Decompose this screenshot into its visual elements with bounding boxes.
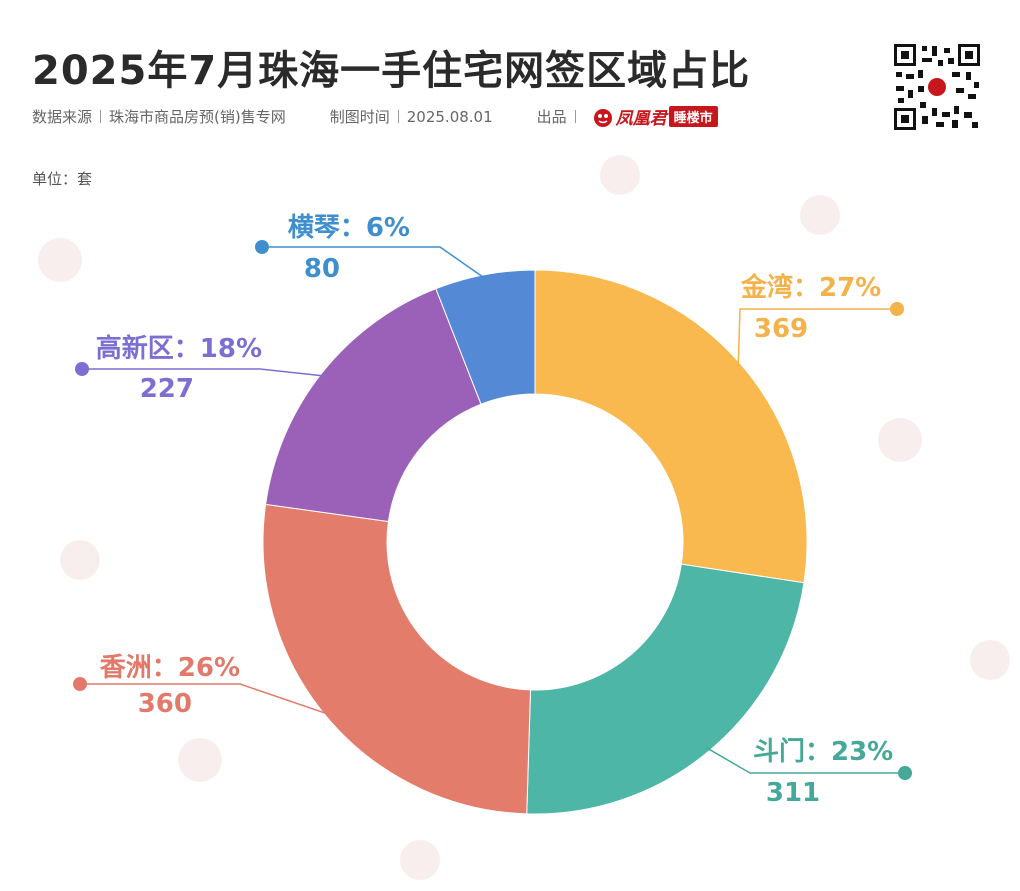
- source-value: 珠海市商品房预(销)售专网: [109, 108, 286, 126]
- unit-label: 单位：套: [32, 170, 93, 188]
- leader-dot-3: [75, 362, 89, 376]
- donut-slice-0: [534, 269, 808, 584]
- meta-divider: [100, 110, 102, 123]
- slice-value-4: 80: [304, 254, 340, 284]
- slice-value-0: 369: [754, 314, 808, 344]
- brand-tag: 睡楼市: [668, 106, 718, 127]
- leader-dot-2: [73, 677, 87, 691]
- slice-label-2: 香洲：26%: [100, 653, 240, 683]
- slice-value-2: 360: [138, 689, 192, 719]
- brand-name: 凤凰君: [615, 109, 667, 129]
- slice-label-0: 金湾：27%: [740, 272, 881, 303]
- donut-slice-4: [435, 269, 536, 405]
- donut-slice-3: [265, 288, 482, 523]
- date-value: 2025.08.01: [406, 107, 493, 126]
- meta-line: 数据来源 珠海市商品房预(销)售专网 制图时间 2025.08.01 出品 凤凰…: [32, 104, 718, 129]
- source-label: 数据来源: [32, 108, 93, 126]
- slice-label-3: 高新区：18%: [96, 333, 262, 364]
- brand-logo: 凤凰君 睡楼市: [592, 104, 718, 129]
- leader-line-3: [82, 368, 325, 377]
- leader-line-0: [737, 308, 897, 368]
- chart-title: 2025年7月珠海一手住宅网签区域占比: [32, 48, 751, 94]
- leader-line-2: [80, 683, 331, 716]
- publisher-label: 出品: [536, 108, 567, 126]
- phoenix-logo-icon: [593, 108, 612, 127]
- leader-dot-0: [890, 302, 904, 316]
- leader-line-1: [706, 747, 905, 774]
- leader-dot-4: [255, 240, 269, 254]
- date-label: 制图时间: [329, 108, 390, 126]
- donut-slice-1: [526, 563, 805, 815]
- leader-dot-1: [898, 766, 912, 780]
- meta-divider: [397, 110, 399, 123]
- slice-value-3: 227: [140, 374, 194, 404]
- donut-slice-2: [262, 503, 532, 815]
- leader-line-4: [262, 246, 486, 280]
- slice-value-1: 311: [766, 778, 820, 808]
- meta-divider: [574, 110, 576, 123]
- slice-label-4: 横琴：6%: [288, 213, 410, 243]
- slice-label-1: 斗门：23%: [753, 737, 893, 767]
- qr-code-icon[interactable]: [892, 42, 982, 132]
